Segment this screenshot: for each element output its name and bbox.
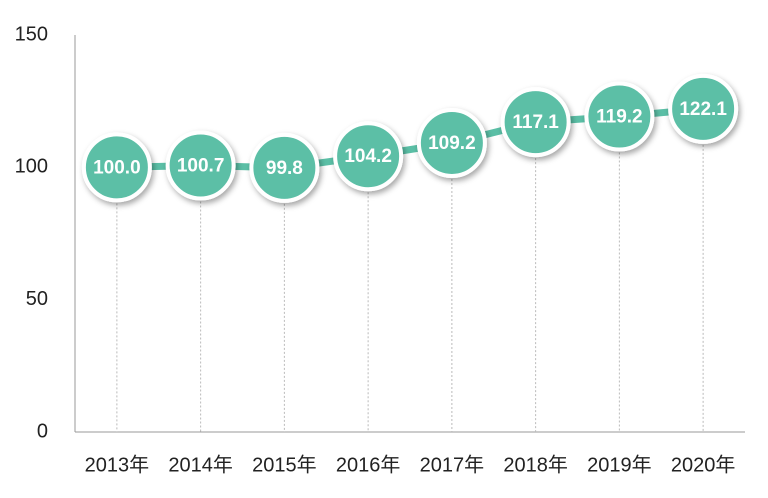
y-tick-label: 50 [26, 288, 48, 310]
value-label: 109.2 [428, 133, 476, 154]
x-tick-label: 2016年 [336, 453, 401, 476]
value-label: 119.2 [596, 107, 643, 128]
value-label: 117.1 [512, 112, 559, 133]
value-label: 99.8 [266, 158, 303, 179]
x-tick-label: 2019年 [587, 453, 652, 476]
x-tick-label: 2013年 [85, 453, 150, 476]
point [165, 130, 236, 201]
x-tick-label: 2018年 [503, 453, 568, 476]
y-tick-label: 0 [37, 420, 48, 442]
point [668, 73, 739, 144]
point [333, 121, 404, 192]
x-tick-label: 2020年 [671, 453, 736, 476]
value-label: 100.7 [177, 155, 225, 176]
value-label: 100.0 [93, 157, 141, 178]
point [249, 132, 320, 203]
y-tick-label: 100 [15, 156, 48, 178]
point [500, 87, 571, 158]
x-tick-label: 2015年 [252, 453, 317, 476]
point [416, 107, 487, 178]
x-tick-label: 2017年 [420, 453, 485, 476]
point [81, 132, 152, 203]
x-tick-label: 2014年 [168, 453, 233, 476]
point [584, 81, 655, 152]
value-label: 104.2 [344, 146, 392, 167]
y-tick-label: 150 [15, 23, 48, 45]
value-label: 122.1 [679, 99, 727, 120]
